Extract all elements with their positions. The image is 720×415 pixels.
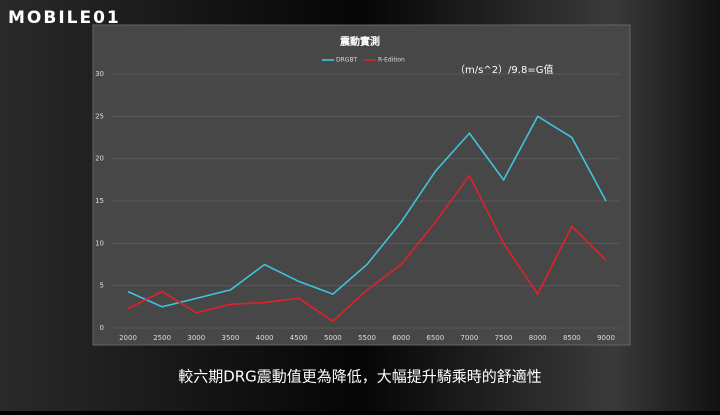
y-tick-label: 20 bbox=[95, 155, 104, 163]
data-line bbox=[127, 115, 607, 308]
x-tick-label: 2500 bbox=[153, 334, 171, 342]
x-tick-label: 4500 bbox=[290, 334, 308, 342]
x-tick-label: 3500 bbox=[222, 334, 240, 342]
x-tick-label: 8500 bbox=[563, 334, 581, 342]
x-tick-label: 4000 bbox=[256, 334, 274, 342]
legend-label: R-Edition bbox=[378, 57, 405, 64]
y-tick-label: 25 bbox=[95, 112, 104, 120]
x-tick-label: 7500 bbox=[495, 334, 513, 342]
x-tick-label: 3000 bbox=[187, 334, 205, 342]
x-tick-label: 6000 bbox=[392, 334, 410, 342]
chart-panel bbox=[92, 24, 631, 346]
caption: 較六期DRG震動值更為降低，大幅提升騎乘時的舒適性 bbox=[178, 368, 542, 386]
x-tick-label: 5000 bbox=[324, 334, 342, 342]
y-tick-label: 0 bbox=[100, 324, 104, 332]
y-tick-label: 5 bbox=[100, 282, 104, 290]
y-tick-label: 10 bbox=[95, 239, 104, 247]
chart-title: 震動實測 bbox=[340, 35, 380, 48]
x-tick-label: 9000 bbox=[597, 334, 615, 342]
x-tick-label: 6500 bbox=[426, 334, 444, 342]
x-tick-label: 2000 bbox=[119, 334, 137, 342]
logo: MOBILE01 bbox=[8, 8, 121, 28]
legend-label: DRGBT bbox=[336, 57, 358, 64]
x-tick-label: 5500 bbox=[358, 334, 376, 342]
y-tick-label: 30 bbox=[95, 70, 104, 78]
x-tick-label: 7000 bbox=[461, 334, 479, 342]
y-tick-label: 15 bbox=[95, 197, 104, 205]
annotation: （m/s^2）/9.8=G值 bbox=[455, 63, 553, 76]
x-tick-label: 8000 bbox=[529, 334, 547, 342]
data-line bbox=[127, 174, 607, 323]
